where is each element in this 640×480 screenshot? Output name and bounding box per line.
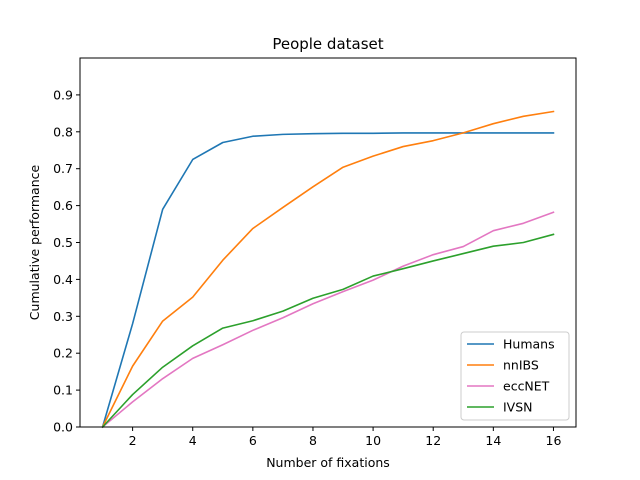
legend-label-humans: Humans bbox=[503, 337, 555, 352]
y-tick-label: 0.0 bbox=[53, 420, 73, 435]
series-line-ivsn bbox=[101, 233, 555, 429]
x-tick-label: 6 bbox=[249, 433, 257, 448]
chart-title: People dataset bbox=[272, 35, 383, 53]
x-axis-label: Number of fixations bbox=[266, 455, 390, 470]
legend-label-eccnet: eccNET bbox=[503, 379, 550, 394]
y-axis-label: Cumulative performance bbox=[27, 165, 42, 321]
y-tick-label: 0.2 bbox=[53, 346, 73, 361]
y-tick-label: 0.6 bbox=[53, 198, 73, 213]
series-line-humans bbox=[101, 132, 555, 428]
legend-box bbox=[460, 331, 570, 421]
x-tick-label: 8 bbox=[309, 433, 317, 448]
x-tick-label: 4 bbox=[189, 433, 197, 448]
legend-label-ivsn: IVSN bbox=[503, 400, 533, 415]
y-tick-label: 0.8 bbox=[53, 124, 73, 139]
series-line-eccnet bbox=[101, 211, 555, 429]
x-tick-label: 12 bbox=[425, 433, 441, 448]
y-tick-label: 0.9 bbox=[53, 87, 73, 102]
legend: Humans nnIBS eccNET IVSN bbox=[460, 331, 570, 421]
series-line-nnibs bbox=[101, 110, 555, 429]
y-tick-label: 0.7 bbox=[53, 161, 73, 176]
y-tick-label: 0.4 bbox=[53, 272, 73, 287]
y-tick-label: 0.1 bbox=[53, 383, 73, 398]
y-tick-label: 0.5 bbox=[53, 235, 73, 250]
x-tick-label: 2 bbox=[129, 433, 137, 448]
x-tick-label: 10 bbox=[365, 433, 381, 448]
x-tick-label: 16 bbox=[546, 433, 562, 448]
y-tick-label: 0.3 bbox=[53, 309, 73, 324]
x-tick-label: 14 bbox=[485, 433, 501, 448]
legend-label-nnibs: nnIBS bbox=[503, 358, 539, 373]
